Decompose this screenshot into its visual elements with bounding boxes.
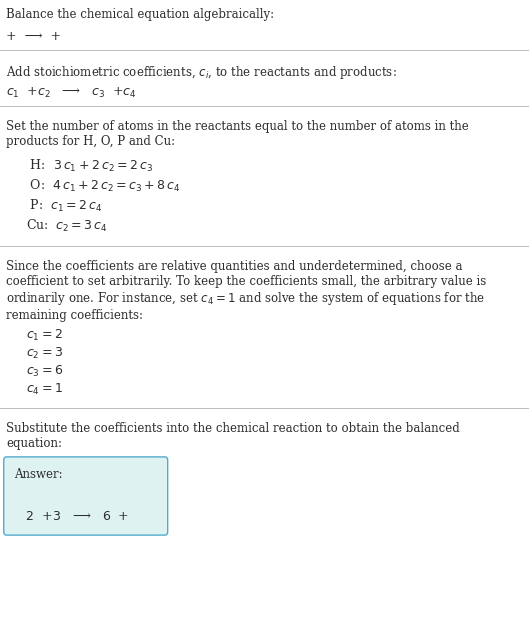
Text: Set the number of atoms in the reactants equal to the number of atoms in the
pro: Set the number of atoms in the reactants… [6,120,469,148]
Text: +  ⟶  +: + ⟶ + [6,30,61,43]
Text: $c_1 = 2$: $c_1 = 2$ [26,328,63,343]
Text: $c_3 = 6$: $c_3 = 6$ [26,364,63,379]
Text: $c_2 = 3$: $c_2 = 3$ [26,346,63,361]
Text: Balance the chemical equation algebraically:: Balance the chemical equation algebraica… [6,8,275,21]
Text: O:  $4\,c_1 + 2\,c_2 = c_3 + 8\,c_4$: O: $4\,c_1 + 2\,c_2 = c_3 + 8\,c_4$ [26,178,181,194]
Text: Substitute the coefficients into the chemical reaction to obtain the balanced
eq: Substitute the coefficients into the che… [6,422,460,450]
Text: Cu:  $c_2 = 3\,c_4$: Cu: $c_2 = 3\,c_4$ [26,218,108,234]
Text: $c_4 = 1$: $c_4 = 1$ [26,382,63,397]
FancyBboxPatch shape [4,457,168,535]
Text: $c_1$  +$c_2$   ⟶   $c_3$  +$c_4$: $c_1$ +$c_2$ ⟶ $c_3$ +$c_4$ [6,86,137,100]
Text: $2$  +$3$   ⟶   $6$  +: $2$ +$3$ ⟶ $6$ + [14,510,130,523]
Text: Add stoichiometric coefficients, $c_i$, to the reactants and products:: Add stoichiometric coefficients, $c_i$, … [6,64,397,81]
Text: Answer:: Answer: [14,468,63,481]
Text: P:  $c_1 = 2\,c_4$: P: $c_1 = 2\,c_4$ [26,198,103,214]
Text: Since the coefficients are relative quantities and underdetermined, choose a
coe: Since the coefficients are relative quan… [6,260,487,322]
Text: H:  $3\,c_1 + 2\,c_2 = 2\,c_3$: H: $3\,c_1 + 2\,c_2 = 2\,c_3$ [26,158,153,174]
